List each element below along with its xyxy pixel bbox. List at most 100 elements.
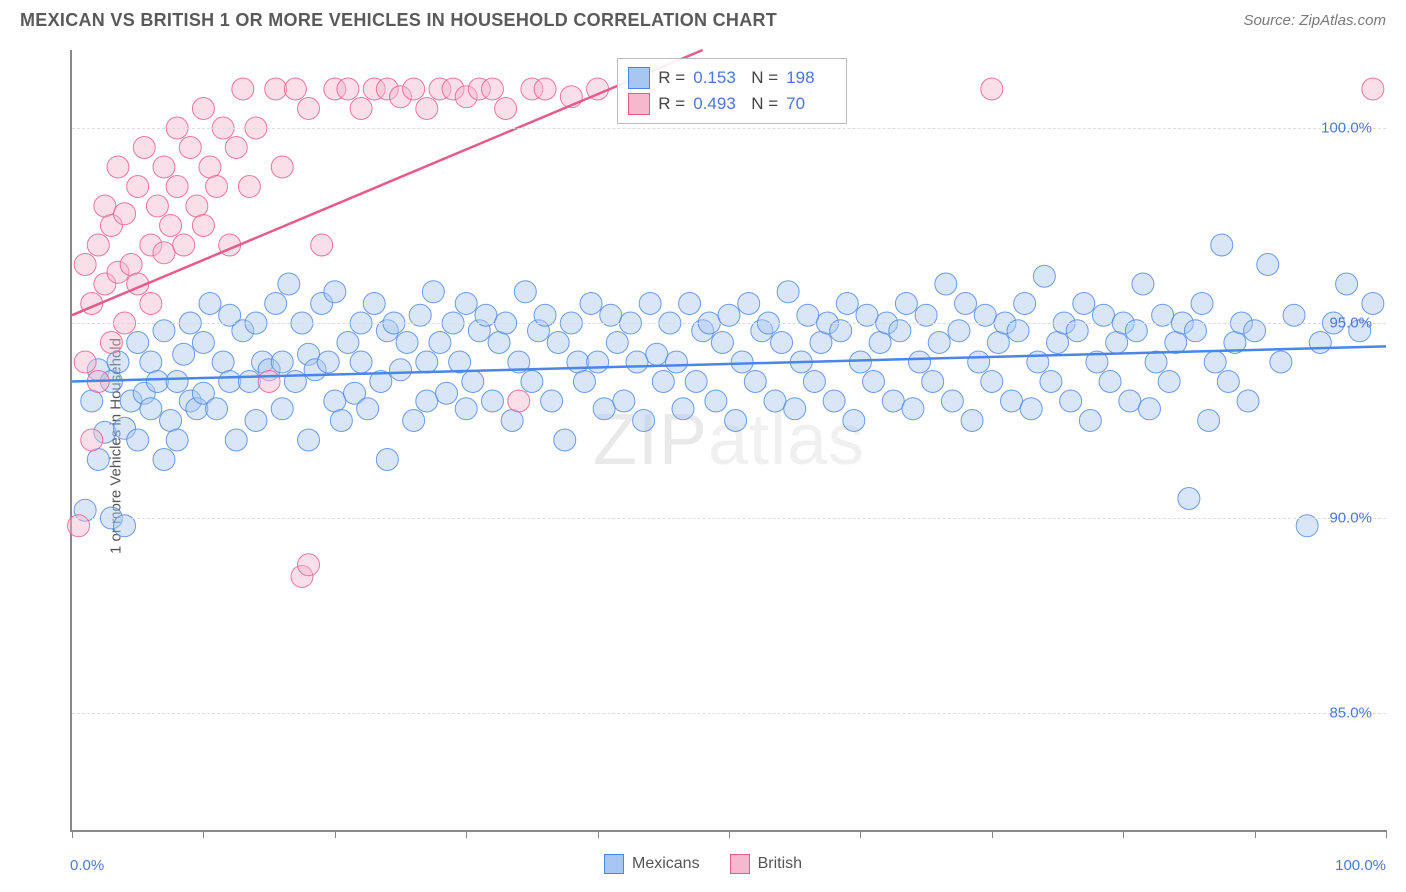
series-swatch — [628, 67, 650, 89]
data-point — [416, 390, 438, 412]
data-point — [396, 332, 418, 354]
data-point — [403, 410, 425, 432]
data-point — [1191, 293, 1213, 315]
data-point — [1145, 351, 1167, 373]
data-point — [186, 195, 208, 217]
data-point — [639, 293, 661, 315]
data-point — [541, 390, 563, 412]
data-point — [771, 332, 793, 354]
data-point — [350, 351, 372, 373]
data-point — [849, 351, 871, 373]
gridline — [72, 323, 1386, 324]
data-point — [422, 281, 444, 303]
data-point — [140, 293, 162, 315]
data-point — [580, 293, 602, 315]
data-point — [192, 332, 214, 354]
data-point — [390, 359, 412, 381]
data-point — [1204, 351, 1226, 373]
data-point — [107, 156, 129, 178]
data-point — [271, 398, 293, 420]
data-point — [1336, 273, 1358, 295]
data-point — [87, 234, 109, 256]
data-point — [199, 156, 221, 178]
data-point — [672, 398, 694, 420]
data-point — [153, 449, 175, 471]
data-point — [1040, 371, 1062, 393]
data-point — [258, 371, 280, 393]
data-point — [160, 410, 182, 432]
data-point — [166, 371, 188, 393]
data-point — [206, 176, 228, 198]
data-point — [1362, 78, 1384, 100]
data-point — [140, 351, 162, 373]
y-tick-label: 90.0% — [1329, 510, 1372, 527]
data-point — [731, 351, 753, 373]
data-point — [1020, 398, 1042, 420]
data-point — [350, 98, 372, 120]
y-tick-label: 95.0% — [1329, 315, 1372, 332]
data-point — [330, 410, 352, 432]
x-tick — [335, 830, 336, 838]
data-point — [225, 429, 247, 451]
data-point — [1119, 390, 1141, 412]
data-point — [153, 242, 175, 264]
data-point — [265, 293, 287, 315]
data-point — [685, 371, 707, 393]
data-point — [968, 351, 990, 373]
data-point — [514, 281, 536, 303]
data-point — [922, 371, 944, 393]
data-point — [777, 281, 799, 303]
data-point — [1237, 390, 1259, 412]
data-point — [173, 234, 195, 256]
data-point — [74, 254, 96, 276]
data-point — [803, 371, 825, 393]
data-point — [501, 410, 523, 432]
data-point — [646, 343, 668, 365]
data-point — [179, 137, 201, 159]
data-point — [725, 410, 747, 432]
legend: MexicansBritish — [604, 854, 802, 874]
data-point — [120, 254, 142, 276]
series-swatch — [628, 93, 650, 115]
data-point — [1014, 293, 1036, 315]
x-tick — [466, 830, 467, 838]
y-tick-label: 100.0% — [1321, 120, 1372, 137]
data-point — [521, 371, 543, 393]
gridline — [72, 518, 1386, 519]
data-point — [166, 176, 188, 198]
data-point — [764, 390, 786, 412]
data-point — [363, 293, 385, 315]
data-point — [679, 293, 701, 315]
data-point — [173, 343, 195, 365]
data-point — [1060, 390, 1082, 412]
n-value: 70 — [786, 94, 836, 114]
r-value: 0.153 — [693, 68, 743, 88]
data-point — [87, 449, 109, 471]
data-point — [127, 429, 149, 451]
r-label: R = — [658, 94, 685, 114]
x-tick — [1123, 830, 1124, 838]
data-point — [1178, 488, 1200, 510]
data-point — [738, 293, 760, 315]
data-point — [284, 371, 306, 393]
data-point — [711, 332, 733, 354]
data-point — [836, 293, 858, 315]
data-point — [744, 371, 766, 393]
data-point — [298, 98, 320, 120]
data-point — [981, 371, 1003, 393]
data-point — [606, 332, 628, 354]
data-point — [633, 410, 655, 432]
y-tick-label: 85.0% — [1329, 705, 1372, 722]
data-point — [166, 429, 188, 451]
data-point — [429, 332, 451, 354]
data-point — [403, 78, 425, 100]
data-point — [160, 215, 182, 237]
data-point — [843, 410, 865, 432]
data-point — [337, 78, 359, 100]
data-point — [1033, 265, 1055, 287]
data-point — [271, 156, 293, 178]
data-point — [869, 332, 891, 354]
data-point — [1362, 293, 1384, 315]
data-point — [567, 351, 589, 373]
data-point — [127, 176, 149, 198]
